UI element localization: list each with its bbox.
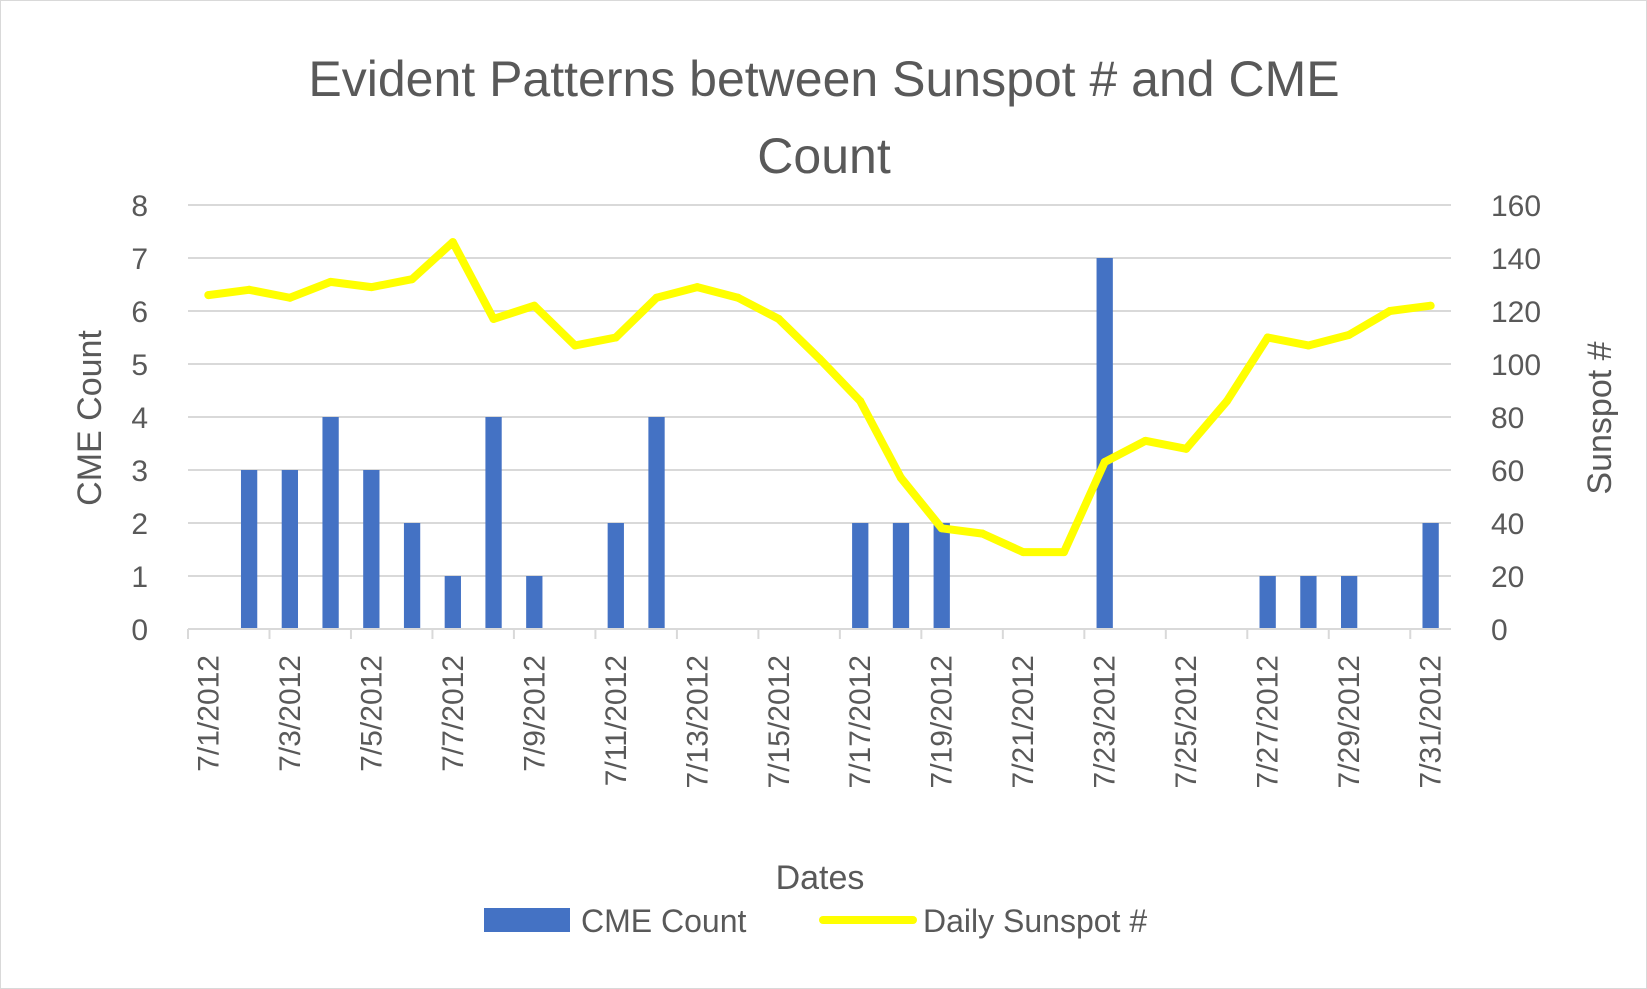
x-tick-label: 7/9/2012 [518, 655, 551, 772]
chart-title-line-2: Count [757, 128, 891, 184]
sunspot-point-7/13/2012 [693, 283, 702, 292]
x-tick-label: 7/21/2012 [1007, 655, 1040, 788]
sunspot-point-7/28/2012 [1304, 341, 1313, 350]
x-tick-label: 7/1/2012 [192, 655, 225, 772]
bar-7/9/2012 [526, 576, 543, 629]
sunspot-point-7/22/2012 [1059, 548, 1068, 557]
sunspot-line-layer [204, 238, 1435, 557]
bar-7/29/2012 [1340, 576, 1358, 629]
sunspot-point-7/4/2012 [326, 277, 335, 286]
sunspot-point-7/27/2012 [1263, 333, 1272, 342]
sunspot-point-7/10/2012 [571, 341, 580, 350]
bar-7/27/2012 [1259, 576, 1276, 629]
sunspot-point-7/16/2012 [815, 354, 824, 363]
cme-count-bars [240, 258, 1439, 629]
sunspot-point-7/12/2012 [652, 293, 661, 302]
sunspot-point-7/24/2012 [1141, 436, 1150, 445]
sunspot-point-7/31/2012 [1426, 301, 1435, 310]
bar-7/4/2012 [322, 417, 339, 629]
sunspot-point-7/19/2012 [937, 524, 946, 533]
y-left-tick-label: 4 [131, 402, 148, 435]
x-tick-label: 7/31/2012 [1415, 655, 1448, 788]
bar-7/5/2012 [363, 470, 380, 629]
y-right-tick-label: 60 [1491, 455, 1524, 488]
sunspot-point-7/18/2012 [896, 473, 905, 482]
sunspot-point-7/14/2012 [734, 293, 743, 302]
sunspot-point-7/15/2012 [774, 314, 783, 323]
x-tick-label: 7/17/2012 [844, 655, 877, 788]
sunspot-point-7/29/2012 [1345, 330, 1354, 339]
legend: CME Count Daily Sunspot # [484, 903, 1147, 939]
bar-7/8/2012 [485, 417, 502, 629]
sunspot-point-7/7/2012 [448, 238, 457, 247]
bar-7/19/2012 [933, 523, 950, 629]
y-right-tick-label: 160 [1491, 190, 1541, 223]
sunspot-point-7/23/2012 [1100, 458, 1109, 467]
y-left-tick-label: 8 [131, 190, 148, 223]
x-tick-label: 7/3/2012 [274, 655, 307, 772]
y-right-tick-label: 20 [1491, 561, 1524, 594]
y-right-tick-label: 80 [1491, 402, 1524, 435]
y-right-tick-label: 40 [1491, 508, 1524, 541]
bar-7/28/2012 [1300, 576, 1317, 629]
y-left-tick-label: 2 [131, 508, 148, 541]
x-tick-label: 7/25/2012 [1170, 655, 1203, 788]
sunspot-point-7/25/2012 [1182, 444, 1191, 453]
y-right-tick-label: 100 [1491, 349, 1541, 382]
sunspot-point-7/2/2012 [245, 285, 254, 294]
x-tick-label: 7/23/2012 [1089, 655, 1122, 788]
y-left-tick-label: 7 [131, 243, 148, 276]
bar-7/23/2012 [1096, 258, 1113, 629]
bar-7/6/2012 [403, 523, 421, 629]
bar-7/7/2012 [444, 576, 461, 629]
sunspot-point-7/3/2012 [285, 293, 294, 302]
y-right-tick-label: 0 [1491, 614, 1508, 647]
bar-7/12/2012 [648, 417, 665, 629]
y-left-tick-label: 5 [131, 349, 148, 382]
x-tick-label: 7/19/2012 [926, 655, 959, 788]
x-axis-label: Dates [776, 859, 865, 897]
x-tick-label: 7/11/2012 [600, 655, 633, 786]
x-tick-label: 7/7/2012 [437, 655, 470, 772]
y-axis-left-label: CME Count [71, 330, 109, 506]
y-left-tick-label: 1 [131, 561, 148, 594]
sunspot-point-7/20/2012 [978, 529, 987, 538]
x-tick-label: 7/29/2012 [1333, 655, 1366, 788]
legend-label-cme-count: CME Count [581, 903, 747, 939]
sunspot-point-7/17/2012 [856, 397, 865, 406]
bar-7/2/2012 [240, 470, 258, 629]
legend-label-daily-sunspot: Daily Sunspot # [923, 903, 1147, 939]
sunspot-point-7/9/2012 [530, 301, 539, 310]
y-left-tick-label: 3 [131, 455, 148, 488]
x-tick-label: 7/13/2012 [681, 655, 714, 788]
y-right-tick-label: 120 [1491, 296, 1541, 329]
bar-7/3/2012 [281, 470, 299, 629]
sunspot-point-7/8/2012 [489, 314, 498, 323]
legend-swatch-cme-count [484, 908, 570, 932]
x-tick-label: 7/27/2012 [1252, 655, 1285, 788]
bar-7/18/2012 [892, 523, 910, 629]
bar-7/31/2012 [1422, 523, 1439, 629]
sunspot-point-7/26/2012 [1222, 397, 1231, 406]
x-tick-label: 7/15/2012 [763, 655, 796, 788]
bar-7/11/2012 [607, 523, 624, 629]
sunspot-line [204, 238, 1435, 557]
chart-title-line-1: Evident Patterns between Sunspot # and C… [308, 51, 1339, 107]
sunspot-point-7/1/2012 [204, 291, 213, 300]
sunspot-point-7/30/2012 [1385, 307, 1394, 315]
y-left-tick-label: 0 [131, 614, 148, 647]
sunspot-point-7/6/2012 [408, 275, 417, 284]
sunspot-point-7/11/2012 [611, 333, 620, 342]
x-tick-label: 7/5/2012 [355, 655, 388, 772]
sunspot-point-7/21/2012 [1019, 548, 1028, 557]
y-left-tick-label: 6 [131, 296, 148, 329]
sunspot-point-7/5/2012 [367, 283, 376, 292]
y-right-tick-label: 140 [1491, 243, 1541, 276]
y-axis-right-label: Sunspot # [1581, 341, 1619, 494]
bar-7/17/2012 [852, 523, 869, 629]
